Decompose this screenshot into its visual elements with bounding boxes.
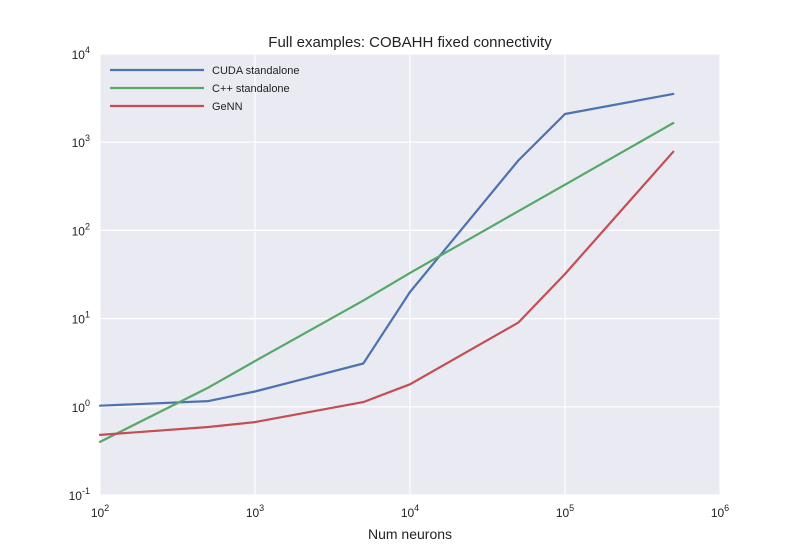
y-tick-label: 10-1: [69, 486, 90, 503]
y-tick-label: 104: [72, 45, 90, 62]
x-tick-labels: 102 103 104 105 106: [91, 503, 729, 520]
legend-label: GeNN: [212, 101, 243, 113]
x-tick-label: 105: [556, 503, 574, 520]
legend-label: CUDA standalone: [212, 65, 299, 77]
x-tick-label: 106: [711, 503, 729, 520]
y-tick-label: 100: [72, 398, 90, 415]
x-tick-label: 103: [246, 503, 264, 520]
series-line: [98, 150, 675, 436]
x-tick-label: 102: [91, 503, 109, 520]
grid-lines: [99, 53, 721, 496]
series-line: [98, 121, 675, 443]
y-tick-label: 102: [72, 221, 90, 238]
y-tick-label: 101: [72, 310, 90, 327]
x-axis-label: Num neurons: [368, 526, 452, 542]
series-line: [98, 92, 675, 407]
series-lines: [98, 92, 675, 443]
chart-title: Full examples: COBAHH fixed connectivity: [268, 34, 552, 51]
y-tick-label: 103: [72, 133, 90, 150]
legend-label: C++ standalone: [212, 83, 290, 95]
y-tick-labels: 10-1 100 101 102 103 104: [69, 45, 90, 503]
x-tick-label: 104: [401, 503, 419, 520]
legend: CUDA standalone C++ standalone GeNN: [110, 65, 299, 113]
